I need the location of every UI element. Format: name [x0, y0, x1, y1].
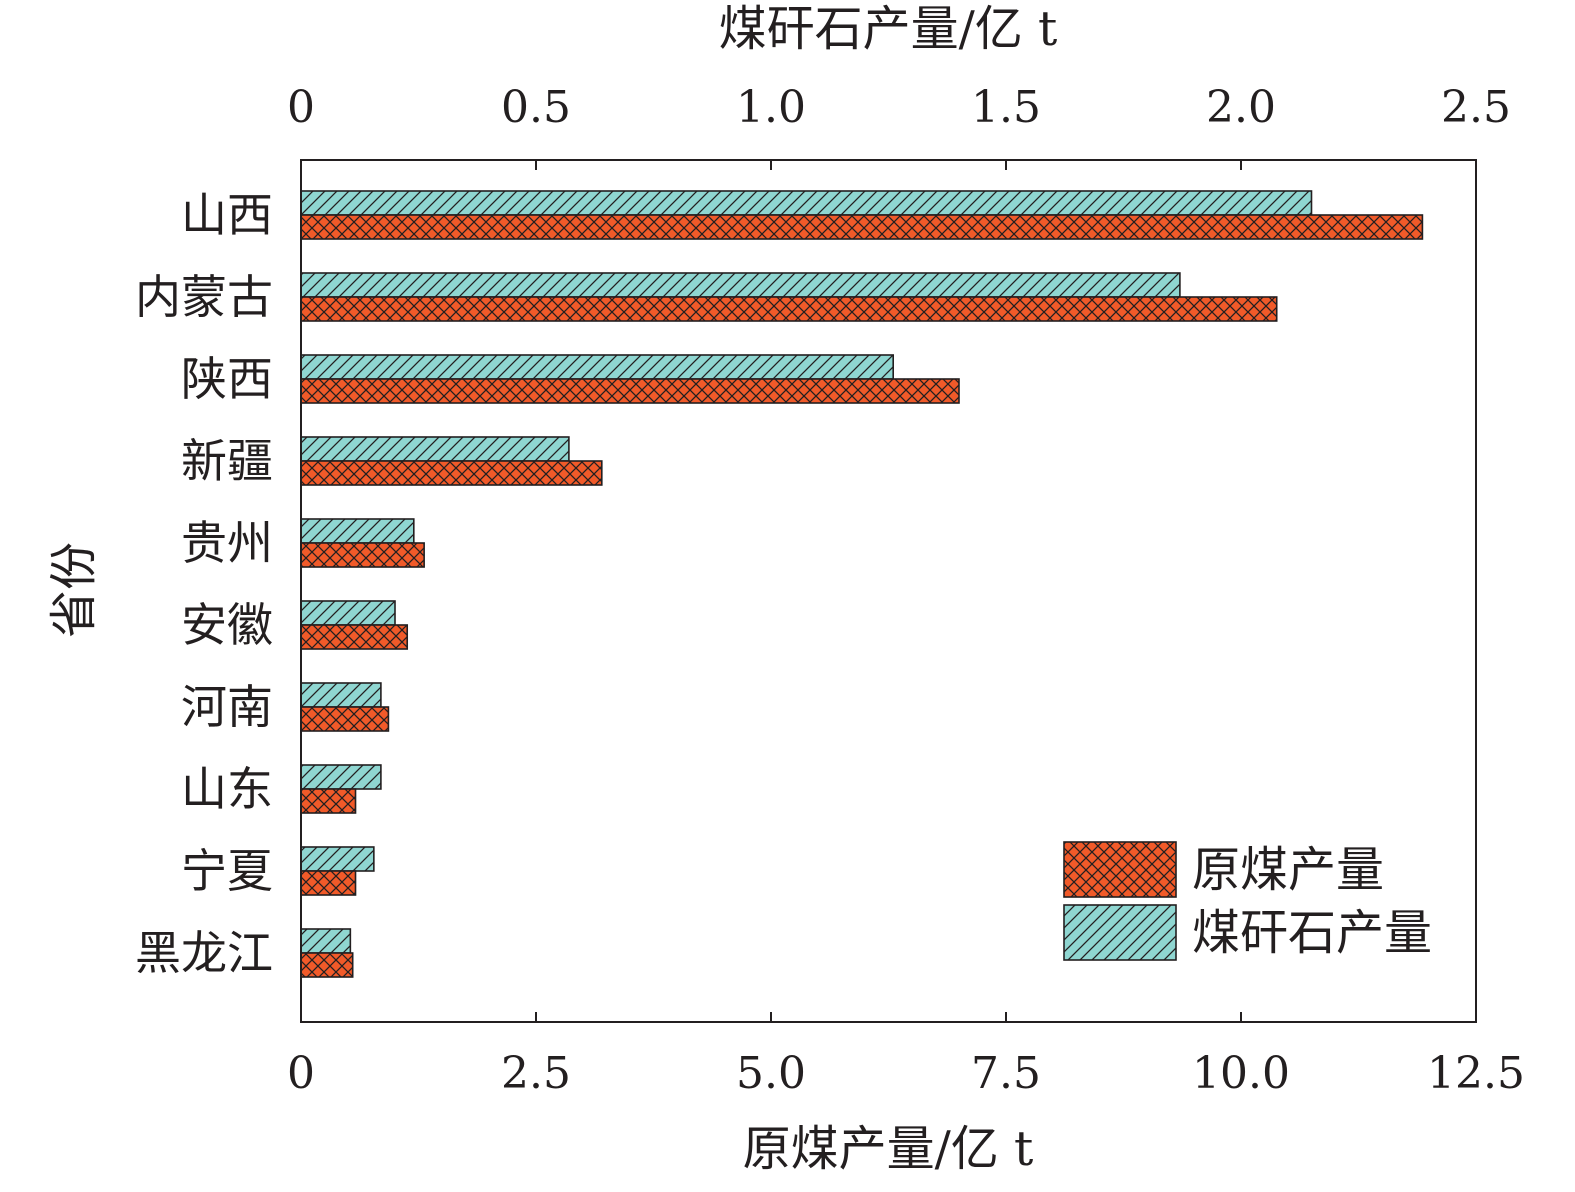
x-top-axis-title: 煤矸石产量/亿 t	[719, 1, 1058, 57]
bar-gangue-5	[300, 518, 415, 544]
x-bottom-tick-label: 12.5	[1427, 1048, 1525, 1099]
plot-frame	[300, 159, 1477, 1023]
bar-raw-coal-5	[300, 542, 425, 568]
x-bottom-tick-label: 2.5	[501, 1048, 571, 1099]
bar-gangue-2	[300, 272, 1181, 298]
bar-raw-coal-9	[300, 870, 357, 896]
category-label: 河南	[181, 680, 273, 734]
x-bottom-tick-label: 10.0	[1192, 1048, 1290, 1099]
bar-gangue-4	[300, 436, 570, 462]
category-label: 宁夏	[181, 844, 273, 898]
x-bottom-tick-label: 7.5	[971, 1048, 1041, 1099]
category-label: 新疆	[181, 434, 273, 488]
x-top-tick-label: 0.5	[501, 82, 571, 133]
category-label: 贵州	[181, 516, 273, 570]
bar-raw-coal-7	[300, 706, 390, 732]
x-bottom-tick-label: 0	[287, 1048, 315, 1099]
x-top-tick-label: 0	[287, 82, 315, 133]
category-label: 山西	[181, 188, 273, 242]
legend-label: 煤矸石产量	[1192, 905, 1432, 961]
x-top-tick-label: 1.5	[971, 82, 1041, 133]
bar-gangue-9	[300, 846, 375, 872]
legend-swatch-gangue	[1063, 904, 1177, 961]
bar-gangue-1	[300, 190, 1313, 216]
bars-layer	[300, 190, 1424, 978]
category-label: 陕西	[181, 352, 273, 406]
x-bottom-tick-label: 5.0	[736, 1048, 806, 1099]
y-axis-title: 省份	[46, 542, 102, 638]
bar-gangue-7	[300, 682, 382, 708]
x-bottom-axis-title: 原煤产量/亿 t	[743, 1121, 1034, 1177]
x-top-tick-label: 2.5	[1441, 82, 1511, 133]
bar-raw-coal-4	[300, 460, 603, 486]
category-label: 内蒙古	[135, 270, 273, 324]
category-label: 安徽	[181, 598, 273, 652]
axes-layer	[300, 159, 1477, 1023]
bar-gangue-6	[300, 600, 396, 626]
bar-raw-coal-2	[300, 296, 1278, 322]
legend-swatch-raw-coal	[1063, 841, 1177, 898]
bar-raw-coal-10	[300, 952, 354, 978]
x-top-tick-label: 2.0	[1206, 82, 1276, 133]
x-top-tick-label: 1.0	[736, 82, 806, 133]
bar-gangue-8	[300, 764, 382, 790]
bar-gangue-3	[300, 354, 895, 380]
bar-raw-coal-6	[300, 624, 409, 650]
bar-gangue-10	[300, 928, 352, 954]
bar-raw-coal-3	[300, 378, 960, 404]
bar-raw-coal-8	[300, 788, 357, 814]
category-label: 山东	[181, 762, 273, 816]
legend-label: 原煤产量	[1192, 842, 1384, 898]
category-label: 黑龙江	[135, 926, 273, 980]
bar-raw-coal-1	[300, 214, 1424, 240]
